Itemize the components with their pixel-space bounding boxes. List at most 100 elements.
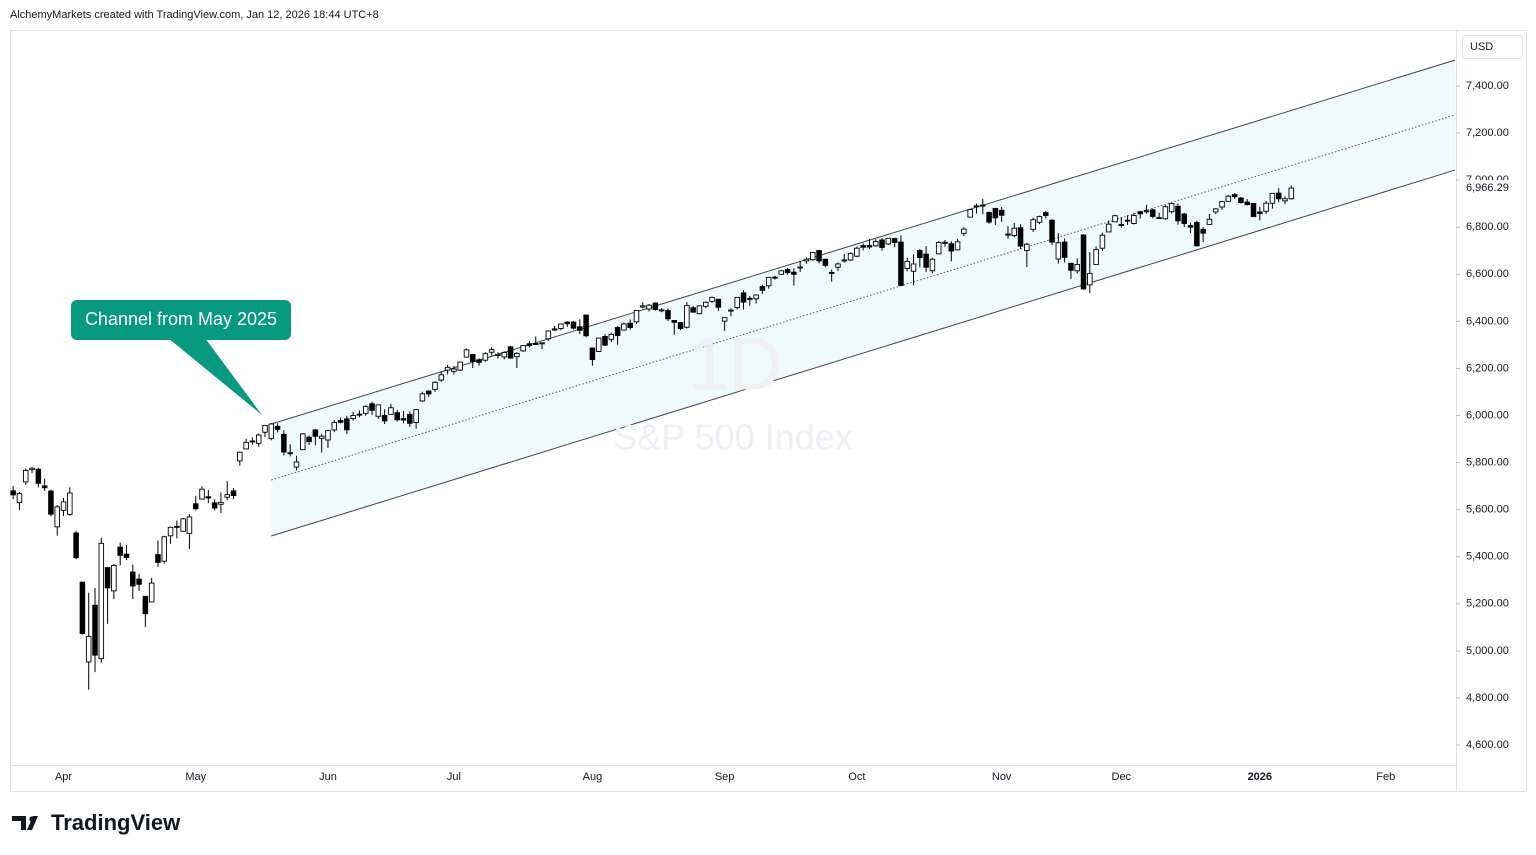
- candle-body: [1061, 241, 1068, 258]
- candle-body: [986, 211, 992, 223]
- candle-body: [92, 604, 98, 656]
- candle-body: [583, 314, 589, 337]
- candle-body: [29, 467, 35, 471]
- candle-body: [917, 250, 923, 259]
- candle-body: [904, 260, 910, 269]
- candle-body: [885, 237, 892, 245]
- candle-body: [325, 430, 331, 441]
- candle-body: [696, 305, 703, 315]
- candle-body: [41, 485, 48, 489]
- candle-body: [262, 424, 268, 433]
- candle-body: [432, 381, 438, 390]
- candle-body: [444, 366, 451, 371]
- x-tick-label: Jul: [447, 771, 461, 783]
- candle-body: [1225, 195, 1232, 202]
- annotation: Channel from May 2025: [71, 300, 291, 415]
- candle-body: [1175, 205, 1181, 222]
- candle-body: [1194, 222, 1200, 247]
- candle-body: [274, 425, 281, 430]
- candle-body: [514, 352, 520, 358]
- candle-body: [577, 326, 583, 331]
- candle-body: [300, 433, 306, 451]
- x-tick-label: Nov: [992, 771, 1012, 783]
- candle-body: [797, 266, 803, 269]
- candle-body: [312, 429, 319, 437]
- candle-body: [344, 418, 350, 431]
- candle-body: [10, 490, 16, 496]
- x-tick-label: Apr: [55, 771, 72, 783]
- candle-body: [381, 415, 388, 422]
- candle-body: [1269, 192, 1276, 204]
- candle-body: [690, 307, 696, 313]
- candle-body: [1093, 249, 1099, 265]
- candle-body: [268, 423, 275, 439]
- candle-body: [1219, 201, 1225, 208]
- candle-body: [1036, 215, 1043, 223]
- candle-body: [123, 553, 130, 558]
- candle-body: [589, 347, 596, 360]
- candle-body: [1080, 234, 1087, 290]
- candle-body: [205, 496, 212, 499]
- candle-body: [1168, 203, 1175, 213]
- candle-body: [1017, 227, 1024, 247]
- candle-body: [910, 263, 917, 272]
- candle-body: [847, 253, 854, 261]
- candle-body: [753, 294, 759, 300]
- candle-body: [1275, 192, 1282, 200]
- candle-body: [835, 263, 841, 268]
- candle-body: [640, 305, 646, 308]
- x-tick-label: May: [185, 771, 206, 783]
- candle-body: [759, 286, 766, 291]
- candle-body: [973, 205, 980, 208]
- candle-body: [532, 343, 539, 345]
- candle-body: [539, 342, 545, 345]
- y-tick-label: 6,200.00: [1466, 362, 1509, 374]
- candle-body: [961, 228, 967, 234]
- candle-body: [772, 276, 778, 279]
- candle-body: [425, 390, 432, 395]
- candle-body: [249, 440, 256, 443]
- candle-body: [1238, 197, 1244, 203]
- candle-body: [1068, 262, 1074, 271]
- candle-body: [394, 412, 400, 421]
- y-tick-label: 7,200.00: [1466, 127, 1509, 139]
- candle-body: [614, 327, 621, 336]
- candle-body: [287, 452, 293, 455]
- y-tick-label: 4,800.00: [1466, 692, 1509, 704]
- candle-body: [1150, 209, 1156, 217]
- candle-body: [1074, 263, 1080, 272]
- candle-body: [709, 296, 715, 302]
- candle-body: [22, 469, 29, 483]
- candle-body: [155, 554, 161, 563]
- y-tick-label: 5,000.00: [1466, 645, 1509, 657]
- candle-body: [192, 503, 199, 510]
- candle-body: [784, 269, 791, 274]
- candle-body: [872, 240, 879, 247]
- x-tick-label: 2026: [1248, 771, 1272, 783]
- candle-body: [1124, 219, 1131, 222]
- candle-body: [1087, 273, 1093, 286]
- brand-logo: TradingView: [12, 810, 181, 835]
- candle-body: [375, 404, 382, 417]
- logo-dot: [29, 816, 35, 822]
- last-price-label: 6,966.29: [1466, 182, 1509, 194]
- candle-body: [73, 532, 79, 559]
- candle-body: [211, 502, 218, 509]
- candle-body: [407, 413, 413, 424]
- channel-lower: [271, 169, 1456, 537]
- candle-body: [356, 413, 363, 416]
- annotation-box: [71, 300, 291, 340]
- x-tick-label: Feb: [1376, 771, 1395, 783]
- candle-body: [230, 490, 237, 497]
- channel: [271, 59, 1456, 537]
- candle-body: [570, 321, 577, 329]
- brand-name: TradingView: [51, 810, 181, 835]
- candle-body: [148, 582, 155, 603]
- candle-body: [778, 270, 785, 275]
- candle-body: [54, 506, 60, 528]
- candle-body: [564, 321, 570, 325]
- candle-body: [721, 317, 728, 322]
- watermark-title: S&P 500 Index: [613, 417, 853, 458]
- candle-body: [879, 239, 885, 248]
- candle-body: [816, 250, 822, 262]
